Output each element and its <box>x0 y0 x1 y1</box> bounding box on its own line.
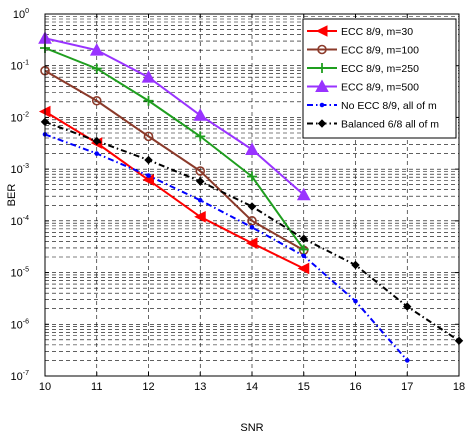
data-point <box>317 63 327 73</box>
series-line <box>44 47 305 251</box>
y-tick-label: 10-7 <box>11 370 30 383</box>
x-tick-label: 10 <box>39 381 51 393</box>
data-point <box>296 187 311 201</box>
y-tick-label: 10-6 <box>11 318 30 331</box>
x-axis-ticks: 10 11 12 13 14 15 16 17 18 <box>39 14 465 393</box>
data-point <box>193 108 208 121</box>
data-point <box>143 95 154 106</box>
legend-entry: ECC 8/9, m=30 <box>307 25 413 38</box>
legend-label: ECC 8/9, m=500 <box>341 82 419 94</box>
data-point <box>194 210 206 223</box>
y-tick-label: 10-5 <box>11 267 30 280</box>
data-point <box>92 136 101 146</box>
data-point <box>94 151 100 156</box>
legend-entry: ECC 8/9, m=100 <box>307 45 419 57</box>
legend-label: ECC 8/9, m=250 <box>341 63 419 75</box>
data-point <box>245 142 259 155</box>
legend-entry: No ECC 8/9, all of m <box>307 100 437 112</box>
legend-entry: Balanced 6/8 all of m <box>307 119 439 131</box>
data-point <box>297 262 310 275</box>
x-tick-label: 12 <box>142 381 154 393</box>
data-point <box>353 298 358 304</box>
data-point <box>247 202 257 211</box>
x-tick-label: 18 <box>453 381 465 393</box>
x-tick-label: 17 <box>401 381 413 393</box>
data-point <box>403 302 412 311</box>
data-point <box>146 173 151 178</box>
y-tick-label: 100 <box>13 8 29 21</box>
x-tick-label: 14 <box>246 381 258 393</box>
legend-entry: ECC 8/9, m=250 <box>307 63 419 75</box>
x-tick-label: 13 <box>194 381 206 393</box>
data-point <box>317 119 327 128</box>
x-tick-label: 11 <box>91 381 102 393</box>
x-axis-label: SNR <box>240 422 263 434</box>
data-point <box>141 70 156 83</box>
series-line <box>44 69 305 252</box>
data-point <box>315 25 328 37</box>
x-tick-label: 16 <box>349 381 361 393</box>
y-axis-label: BER <box>6 184 18 207</box>
data-point <box>247 171 257 182</box>
data-point <box>197 197 203 203</box>
data-point <box>299 234 308 243</box>
x-tick-label: 15 <box>298 381 310 393</box>
data-point <box>144 155 153 165</box>
data-point <box>319 102 325 108</box>
legend-label: No ECC 8/9, all of m <box>341 100 437 112</box>
data-point <box>89 43 104 56</box>
data-point <box>404 358 410 363</box>
data-point <box>247 216 257 226</box>
legend: ECC 8/9, m=30 ECC 8/9, m=100 ECC 8/9, m=25… <box>302 18 457 139</box>
y-axis-ticks: 100 10-1 10-2 10-3 10-4 10-5 10-6 10-7 <box>11 8 459 383</box>
data-point <box>298 244 309 255</box>
y-tick-label: 10-3 <box>11 163 30 176</box>
data-point <box>195 166 206 176</box>
legend-label: ECC 8/9, m=30 <box>341 26 413 38</box>
data-point <box>195 131 206 142</box>
series-line <box>44 37 305 196</box>
data-point <box>315 79 329 92</box>
data-point <box>91 95 102 106</box>
data-point <box>301 253 307 259</box>
data-point <box>249 225 255 230</box>
y-tick-label: 10-2 <box>11 111 30 124</box>
series-line <box>44 120 460 342</box>
y-tick-label: 10-4 <box>11 215 30 228</box>
legend-entry: ECC 8/9, m=500 <box>307 79 419 94</box>
y-tick-label: 10-1 <box>11 60 30 73</box>
data-point <box>196 177 205 186</box>
data-point <box>351 260 360 270</box>
legend-label: ECC 8/9, m=100 <box>341 45 419 57</box>
legend-label: Balanced 6/8 all of m <box>341 119 439 131</box>
data-point <box>143 131 154 142</box>
data-point <box>245 237 258 249</box>
legend-box <box>302 18 457 139</box>
data-point <box>91 63 102 74</box>
data-point <box>317 44 327 55</box>
